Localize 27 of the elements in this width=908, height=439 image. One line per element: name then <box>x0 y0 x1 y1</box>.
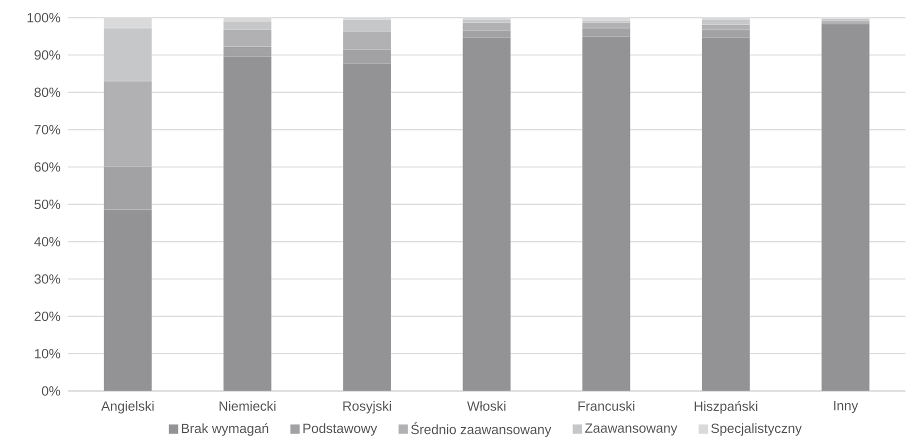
y-tick-label: 0% <box>42 386 60 396</box>
x-tick-label: Francuski <box>578 401 634 411</box>
bar <box>821 24 870 391</box>
y-tick-label: 20% <box>34 312 60 322</box>
y-tick-label: 80% <box>34 88 60 98</box>
legend-label: Zaawansowany <box>585 424 678 436</box>
legend-label: Brak wymagań <box>182 423 268 436</box>
x-tick-label: Hiszpański <box>694 401 758 414</box>
y-tick-label: 100% <box>28 12 60 22</box>
x-tick-label: Inny <box>834 401 858 413</box>
bar <box>223 21 272 30</box>
y-tick-label: 60% <box>34 162 60 172</box>
y-tick-label: 40% <box>34 236 60 246</box>
x-tick-label: Angielski <box>101 401 154 414</box>
x-tick-label: Rosyjski <box>343 401 391 414</box>
y-tick-label: 10% <box>34 348 60 358</box>
x-tick-label: Włoski <box>467 401 506 411</box>
bar <box>104 28 152 82</box>
y-tick-label: 90% <box>34 50 60 60</box>
y-tick-label: 70% <box>34 124 60 134</box>
y-tick-label: 30% <box>34 274 60 284</box>
y-tick-label: 50% <box>34 200 60 210</box>
legend-label: Podstawowy <box>303 423 378 436</box>
legend-label: Średnio zaawansowany <box>411 422 552 437</box>
x-tick-label: Niemiecki <box>220 401 276 411</box>
legend-label: Specjalistyczny <box>711 423 802 436</box>
bar <box>342 20 392 32</box>
